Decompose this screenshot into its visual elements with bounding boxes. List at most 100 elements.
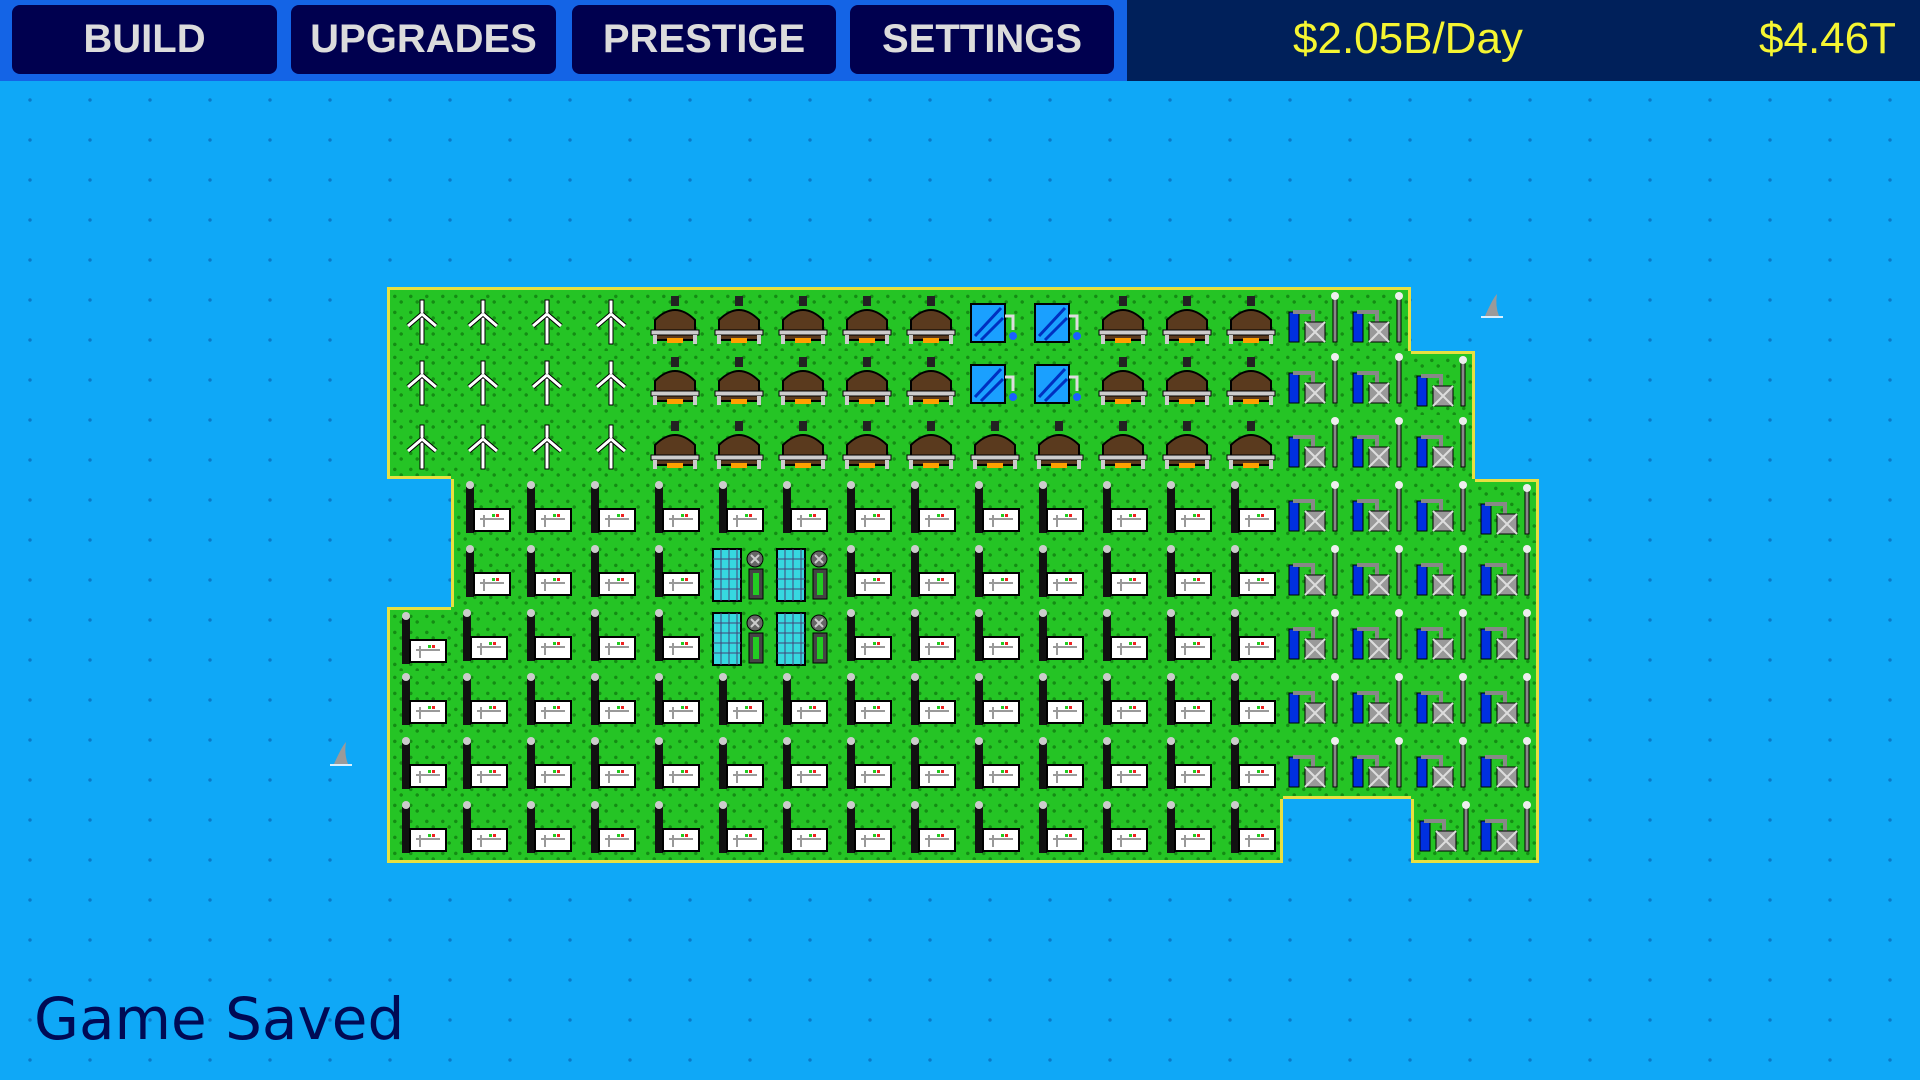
tile-wind-turbine[interactable] [387,287,451,351]
tile-gas-pump[interactable] [1475,543,1539,607]
tile-factory[interactable] [579,735,643,799]
tile-solar-reactor[interactable] [771,607,835,671]
tile-gas-pump[interactable] [1411,351,1475,415]
tile-factory[interactable] [1091,479,1155,543]
tile-factory[interactable] [771,479,835,543]
tile-factory[interactable] [1027,735,1091,799]
tile-coal-plant[interactable] [707,415,771,479]
tile-gas-pump[interactable] [1283,671,1347,735]
tile-factory[interactable] [643,799,707,863]
tile-factory[interactable] [707,479,771,543]
tile-factory[interactable] [1155,479,1219,543]
tile-gas-pump[interactable] [1475,607,1539,671]
tile-gas-pump[interactable] [1475,799,1539,863]
tile-gas-pump[interactable] [1347,351,1411,415]
tile-coal-plant[interactable] [643,415,707,479]
tile-factory[interactable] [387,671,451,735]
tile-gas-pump[interactable] [1283,351,1347,415]
prestige-button[interactable]: PRESTIGE [572,5,836,74]
tile-factory[interactable] [515,671,579,735]
tile-coal-plant[interactable] [1219,351,1283,415]
tile-factory[interactable] [643,671,707,735]
tile-factory[interactable] [643,543,707,607]
tile-wind-turbine[interactable] [515,287,579,351]
tile-coal-plant[interactable] [1155,415,1219,479]
tile-wind-turbine[interactable] [451,287,515,351]
tile-gas-pump[interactable] [1411,543,1475,607]
tile-wind-turbine[interactable] [579,287,643,351]
tile-factory[interactable] [643,479,707,543]
tile-factory[interactable] [963,671,1027,735]
tile-coal-plant[interactable] [1091,287,1155,351]
tile-factory[interactable] [515,543,579,607]
tile-solar-reactor[interactable] [771,543,835,607]
tile-solar-reactor[interactable] [707,607,771,671]
tile-gas-pump[interactable] [1411,799,1475,863]
tile-gas-pump[interactable] [1475,735,1539,799]
tile-factory[interactable] [771,735,835,799]
tile-factory[interactable] [1219,799,1283,863]
tile-factory[interactable] [1027,671,1091,735]
tile-coal-plant[interactable] [643,351,707,415]
tile-factory[interactable] [1091,671,1155,735]
tile-factory[interactable] [451,735,515,799]
build-button[interactable]: BUILD [12,5,277,74]
tile-factory[interactable] [579,607,643,671]
tile-wind-turbine[interactable] [387,415,451,479]
tile-gas-pump[interactable] [1347,415,1411,479]
tile-coal-plant[interactable] [835,287,899,351]
tile-coal-plant[interactable] [1219,415,1283,479]
tile-factory[interactable] [963,735,1027,799]
tile-factory[interactable] [643,607,707,671]
upgrades-button[interactable]: UPGRADES [291,5,556,74]
tile-gas-pump[interactable] [1283,735,1347,799]
tile-factory[interactable] [771,799,835,863]
tile-coal-plant[interactable] [1155,287,1219,351]
tile-gas-pump[interactable] [1411,415,1475,479]
tile-coal-plant[interactable] [899,415,963,479]
tile-factory[interactable] [835,735,899,799]
tile-gas-pump[interactable] [1411,735,1475,799]
tile-gas-pump[interactable] [1283,479,1347,543]
tile-wind-turbine[interactable] [515,415,579,479]
tile-factory[interactable] [1091,735,1155,799]
tile-coal-plant[interactable] [1027,415,1091,479]
tile-gas-pump[interactable] [1475,479,1539,543]
tile-gas-pump[interactable] [1347,287,1411,351]
tile-factory[interactable] [899,543,963,607]
tile-gas-pump[interactable] [1347,607,1411,671]
tile-gas-pump[interactable] [1411,479,1475,543]
tile-wind-turbine[interactable] [451,415,515,479]
tile-gas-pump[interactable] [1475,671,1539,735]
settings-button[interactable]: SETTINGS [850,5,1114,74]
tile-factory[interactable] [835,479,899,543]
tile-hydro-tank[interactable] [1027,287,1091,351]
tile-coal-plant[interactable] [835,351,899,415]
tile-factory[interactable] [1155,607,1219,671]
tile-factory[interactable] [451,607,515,671]
tile-coal-plant[interactable] [963,415,1027,479]
tile-factory[interactable] [1219,671,1283,735]
tile-factory[interactable] [1091,799,1155,863]
tile-coal-plant[interactable] [1219,287,1283,351]
tile-factory[interactable] [835,671,899,735]
tile-gas-pump[interactable] [1283,543,1347,607]
tile-factory[interactable] [1219,479,1283,543]
tile-gas-pump[interactable] [1347,479,1411,543]
tile-factory[interactable] [451,671,515,735]
tile-factory[interactable] [1155,735,1219,799]
tile-wind-turbine[interactable] [451,351,515,415]
tile-factory[interactable] [1091,607,1155,671]
tile-coal-plant[interactable] [899,287,963,351]
tile-gas-pump[interactable] [1411,671,1475,735]
tile-factory[interactable] [451,799,515,863]
tile-gas-pump[interactable] [1347,543,1411,607]
tile-coal-plant[interactable] [771,287,835,351]
tile-coal-plant[interactable] [1091,415,1155,479]
tile-factory[interactable] [515,799,579,863]
tile-wind-turbine[interactable] [515,351,579,415]
tile-factory[interactable] [579,543,643,607]
tile-factory[interactable] [835,607,899,671]
tile-factory[interactable] [899,479,963,543]
tile-factory[interactable] [899,607,963,671]
